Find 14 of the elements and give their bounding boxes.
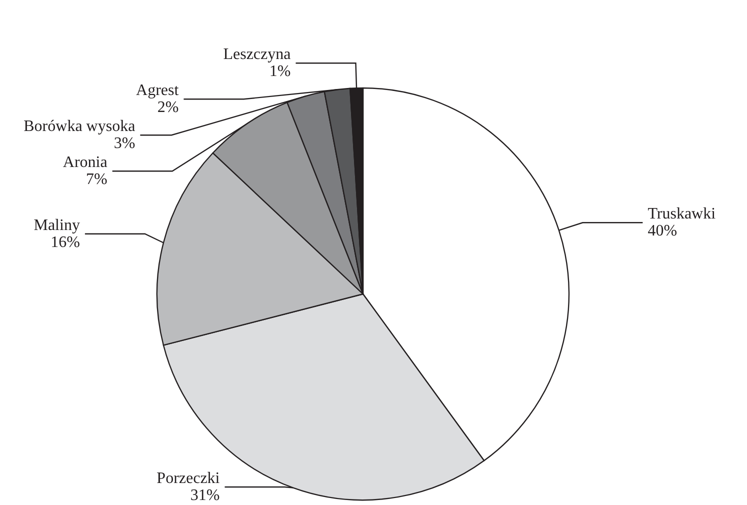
slice-label: Truskawki	[648, 206, 716, 223]
slice-label: Leszczyna	[223, 46, 291, 64]
data-label: 40%	[648, 222, 678, 240]
data-label: 3%	[114, 135, 136, 152]
slice-label: Porzeczki	[156, 470, 220, 487]
data-label: 7%	[86, 171, 108, 188]
slice-label: Aronia	[62, 154, 108, 172]
slice-label: Maliny	[34, 216, 80, 234]
data-label: 16%	[50, 234, 80, 251]
data-label: 2%	[157, 99, 179, 116]
data-label: 1%	[269, 63, 291, 80]
slice-label: Borówka wysoka	[24, 118, 136, 136]
data-label: 31%	[190, 487, 220, 504]
slice-label: Agrest	[136, 82, 180, 100]
